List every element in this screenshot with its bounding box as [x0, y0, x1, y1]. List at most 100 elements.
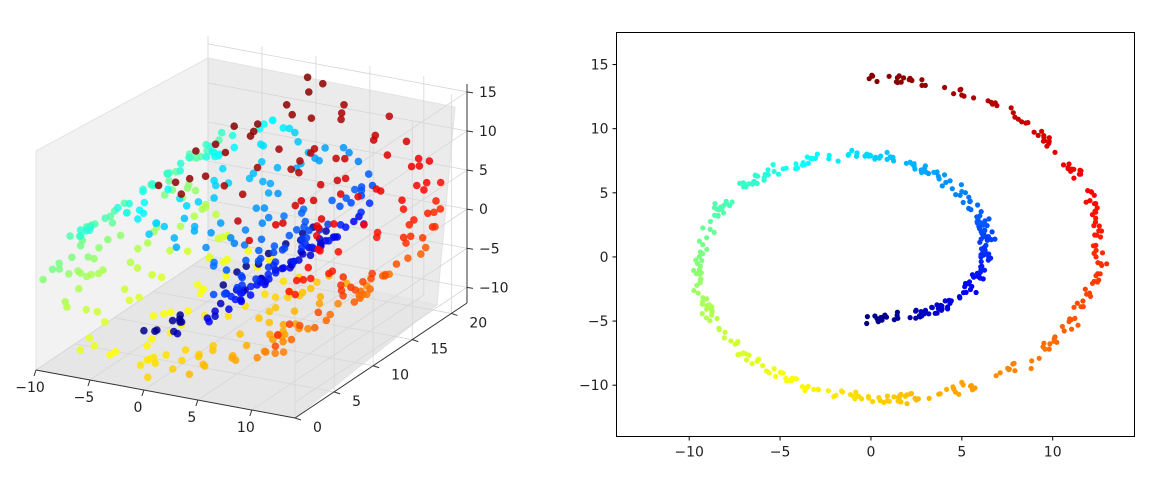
scatter-point	[938, 307, 945, 313]
scatter-point	[309, 196, 318, 205]
scatter-point	[75, 284, 83, 293]
scatter-point	[754, 358, 760, 364]
scatter-point	[709, 304, 715, 310]
scatter-point	[242, 262, 250, 271]
scatter-point	[258, 158, 266, 166]
scatter-point	[870, 73, 876, 79]
scatter-point	[775, 171, 782, 177]
scatter-point	[246, 291, 255, 299]
scatter-point	[157, 273, 166, 282]
scatter-point	[220, 257, 228, 266]
scatter-point	[992, 100, 998, 106]
scatter-point	[1052, 334, 1058, 340]
scatter-point	[1046, 135, 1052, 141]
scatter-point	[259, 142, 268, 150]
scatter-point	[264, 263, 273, 272]
scatter-point	[898, 79, 904, 85]
scatter-point	[965, 281, 971, 287]
scatter-point	[253, 281, 261, 289]
scatter-point	[1071, 304, 1077, 310]
x-tick-label: −5	[74, 390, 95, 406]
scatter-point	[1019, 119, 1025, 125]
scatter-point	[894, 312, 900, 318]
scatter-point	[402, 239, 410, 247]
scatter-point	[891, 394, 897, 400]
scatter-point	[280, 212, 288, 220]
scatter-point	[939, 183, 945, 189]
scatter-point	[268, 116, 277, 124]
scatter-point	[1046, 140, 1052, 146]
scatter-point	[1041, 340, 1047, 346]
scatter-point	[238, 190, 247, 199]
scatter-point	[960, 199, 966, 206]
scatter-point	[771, 366, 777, 372]
scatter-point	[217, 128, 226, 137]
scatter-point	[1076, 171, 1082, 177]
scatter-point	[260, 120, 268, 128]
scatter-point	[913, 307, 919, 313]
scatter-point	[993, 373, 999, 379]
scatter-point	[253, 353, 261, 362]
scatter-point	[420, 186, 428, 194]
scatter-point	[296, 157, 304, 165]
scatter-point	[247, 282, 255, 291]
scatter-point	[230, 122, 238, 130]
scatter-point	[414, 154, 423, 163]
scatter-point	[922, 165, 928, 171]
scatter-point	[82, 226, 90, 235]
scatter-point	[306, 251, 315, 260]
scatter-point	[82, 305, 91, 314]
scatter-point	[432, 197, 440, 205]
ticks-2d: −10 −5 0 5 10 −10 −5 0 5 10 15	[579, 58, 1062, 461]
scatter-point	[197, 152, 205, 161]
y-tick-label: 0	[600, 250, 609, 266]
z-tick-mark	[466, 286, 474, 289]
scatter-point	[707, 318, 713, 324]
scatter-point	[1098, 228, 1105, 234]
scatter-point	[864, 320, 870, 327]
scatter-point	[770, 162, 776, 168]
scatter-point	[245, 236, 254, 245]
scatter-point	[369, 136, 378, 144]
scatter-point	[175, 315, 184, 324]
z-tick-label: −10	[479, 280, 509, 296]
scatter-point	[886, 73, 892, 79]
scatter-point	[709, 312, 715, 318]
scatter-point	[365, 199, 374, 207]
y-tick-label: 10	[391, 368, 409, 384]
scatter-point	[846, 151, 852, 157]
scatter-point	[274, 189, 282, 198]
scatter-point	[148, 180, 157, 188]
scatter-point	[259, 177, 267, 186]
scatter-point	[171, 178, 180, 187]
scatter-point	[252, 275, 260, 283]
scatter-point	[815, 387, 822, 393]
x-tick-mark	[249, 409, 253, 417]
scatter-point	[826, 156, 832, 162]
scatter-point	[1059, 323, 1065, 330]
scatter-point	[225, 305, 233, 314]
scatter-point	[317, 215, 326, 223]
scatter-point	[780, 370, 786, 376]
scatter-point	[265, 255, 273, 264]
scatter-point	[183, 184, 192, 192]
scatter-point	[793, 161, 799, 167]
grid-line	[207, 238, 468, 288]
scatter-point	[405, 221, 414, 229]
scatter-point	[85, 334, 94, 342]
scatter-point	[202, 243, 210, 252]
scatter-point	[1080, 304, 1086, 310]
scatter-point	[1104, 261, 1110, 267]
scatter-point	[864, 151, 870, 157]
scatter-point	[350, 217, 358, 226]
scatter-point	[1091, 201, 1098, 207]
scatter-point	[279, 264, 288, 272]
scatter-point	[245, 174, 254, 183]
scatter-point	[1093, 247, 1099, 253]
scatter-point	[978, 209, 984, 215]
scatter-point	[162, 351, 170, 359]
scatter-point	[339, 273, 348, 281]
scatter-point	[373, 233, 381, 242]
scatter-point	[764, 368, 770, 374]
scatter-point	[111, 348, 120, 356]
